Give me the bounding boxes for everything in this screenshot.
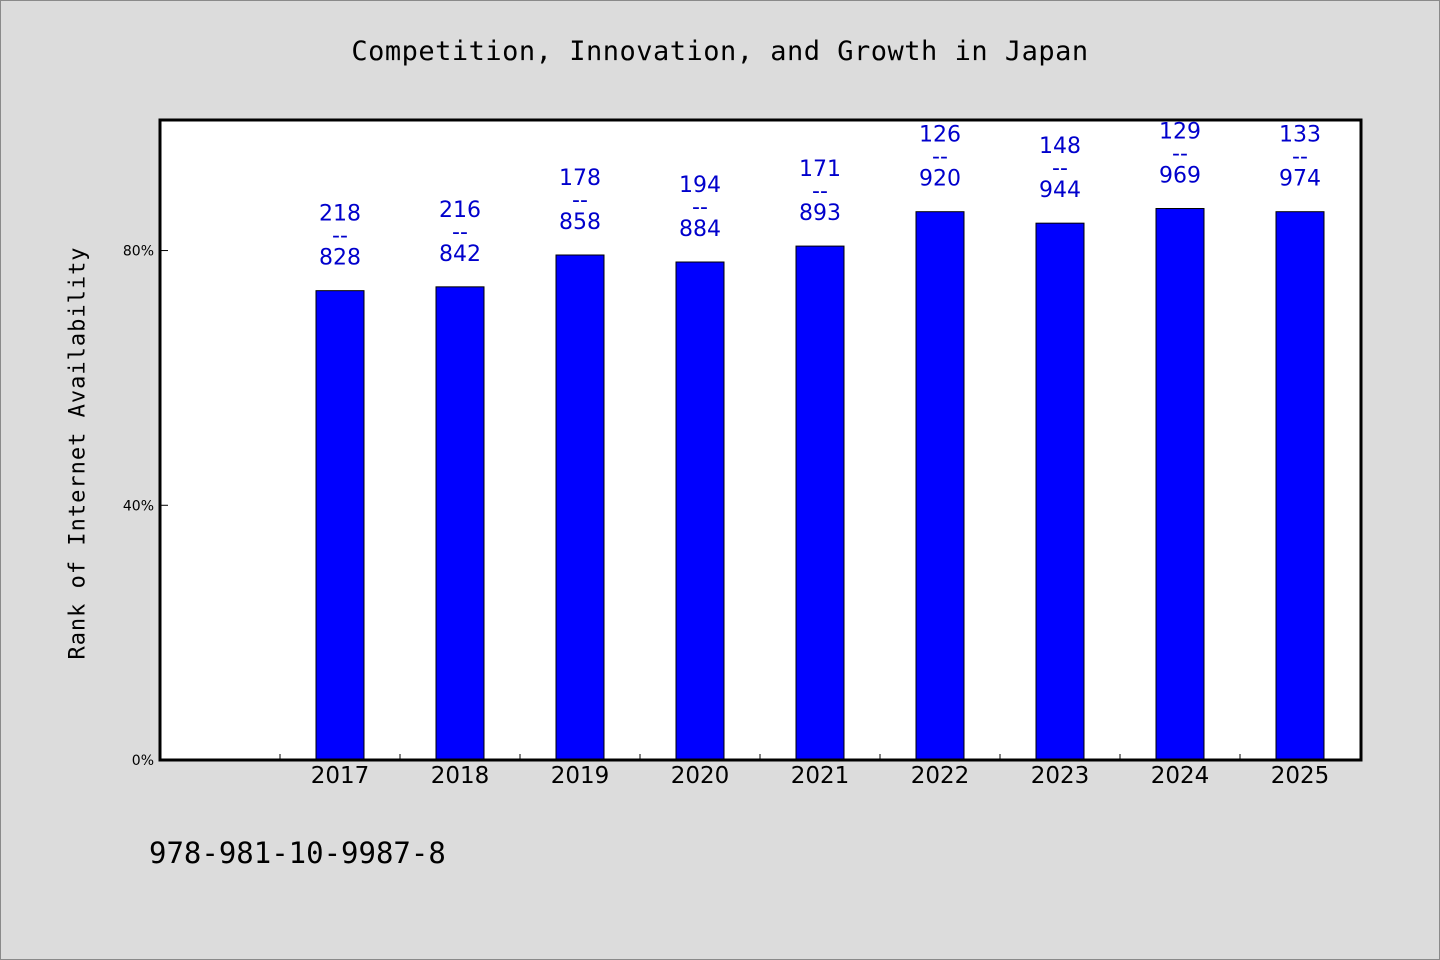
bar-2025	[1275, 211, 1325, 761]
bar-2018	[435, 286, 485, 761]
data-label-2017: 218 --828	[319, 202, 361, 271]
x-tick-label-2020: 2020	[671, 763, 730, 789]
x-tick-label-2019: 2019	[551, 763, 610, 789]
x-tick-label-2025: 2025	[1271, 763, 1330, 789]
bar-2022	[915, 211, 965, 761]
data-labels-group: 218 --828 216 --842 178 --858 194 --884 171 --893…	[319, 120, 1321, 271]
data-label-2023: 148 --944	[1039, 134, 1081, 203]
x-tick-label-2023: 2023	[1031, 763, 1090, 789]
bar-2023	[1035, 222, 1085, 761]
bar-2017	[315, 290, 365, 761]
data-label-2019: 178 --858	[559, 166, 601, 235]
bar-2019	[555, 254, 605, 761]
y-tick-label: 0%	[132, 753, 154, 769]
x-tick-label-2024: 2024	[1151, 763, 1210, 789]
x-tick-label-2018: 2018	[431, 763, 490, 789]
chart-title: Competition, Innovation, and Growth in J…	[351, 36, 1089, 67]
y-tick-label: 80%	[123, 244, 154, 260]
data-label-2024: 129 --969	[1159, 120, 1201, 189]
bar-2024	[1155, 208, 1205, 761]
x-tick-label-2021: 2021	[791, 763, 850, 789]
bar-2021	[795, 245, 845, 761]
data-label-2025: 133 --974	[1279, 123, 1321, 192]
y-ticks-group: 0% 40% 80%	[123, 244, 168, 769]
x-tick-label-2022: 2022	[911, 763, 970, 789]
data-label-2022: 126 --920	[919, 123, 961, 192]
x-tick-label-2017: 2017	[311, 763, 370, 789]
bars-group	[315, 208, 1325, 761]
data-label-2021: 171 --893	[799, 157, 841, 226]
isbn-text: 978-981-10-9987-8	[149, 836, 446, 870]
data-label-2020: 194 --884	[679, 173, 721, 242]
data-label-2018: 216 --842	[439, 198, 481, 267]
y-tick-label: 40%	[123, 498, 154, 514]
x-ticks-group: 2017 2018 2019 2020 2021 2022 2023 2024 2025	[279, 754, 1361, 789]
bar-2020	[675, 261, 725, 761]
